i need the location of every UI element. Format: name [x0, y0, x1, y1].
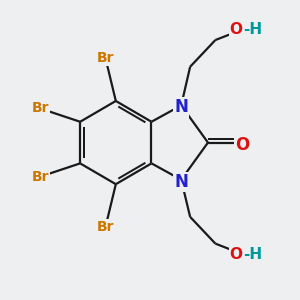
- Text: Br: Br: [31, 170, 49, 184]
- Text: O: O: [229, 247, 242, 262]
- Text: Br: Br: [31, 101, 49, 116]
- Text: Br: Br: [97, 51, 114, 65]
- Text: -H: -H: [244, 22, 263, 37]
- Text: O: O: [235, 136, 249, 154]
- Text: Br: Br: [97, 220, 114, 234]
- Text: -H: -H: [244, 247, 263, 262]
- Text: O: O: [229, 22, 242, 37]
- Text: N: N: [174, 173, 188, 191]
- Text: N: N: [174, 98, 188, 116]
